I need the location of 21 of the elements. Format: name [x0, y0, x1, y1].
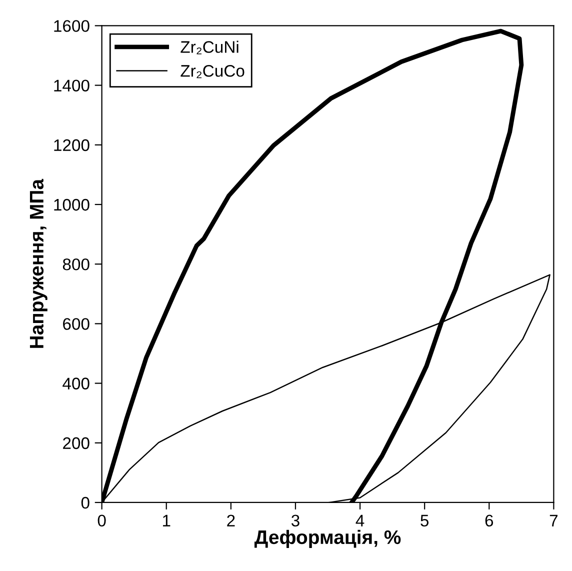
- x-tick-label: 6: [485, 514, 494, 527]
- x-tick-label: 5: [420, 514, 429, 527]
- legend-label: Zr₂CuNi: [180, 40, 238, 54]
- y-tick-label: 1400: [54, 80, 90, 92]
- y-tick-label: 200: [63, 437, 90, 450]
- x-axis-title: Деформація, %: [254, 530, 401, 548]
- x-tick-label: 7: [550, 514, 558, 526]
- x-tick-label: 0: [98, 514, 106, 527]
- y-tick-label: 800: [62, 258, 90, 270]
- y-tick-label: 1000: [54, 198, 90, 211]
- x-tick-label: 4: [356, 514, 364, 526]
- y-tick-label: 1200: [54, 139, 90, 152]
- x-tick-label: 1: [163, 514, 170, 526]
- y-tick-label: 1600: [54, 20, 90, 32]
- y-tick-label: 0: [81, 496, 90, 509]
- y-tick-label: 400: [62, 378, 90, 390]
- legend-label: Zr₂CuCo: [180, 65, 244, 78]
- y-tick-label: 600: [63, 318, 90, 330]
- x-tick-label: 3: [291, 514, 300, 527]
- y-axis-title: Напруження, МПа: [30, 178, 48, 348]
- x-tick-label: 2: [227, 514, 235, 526]
